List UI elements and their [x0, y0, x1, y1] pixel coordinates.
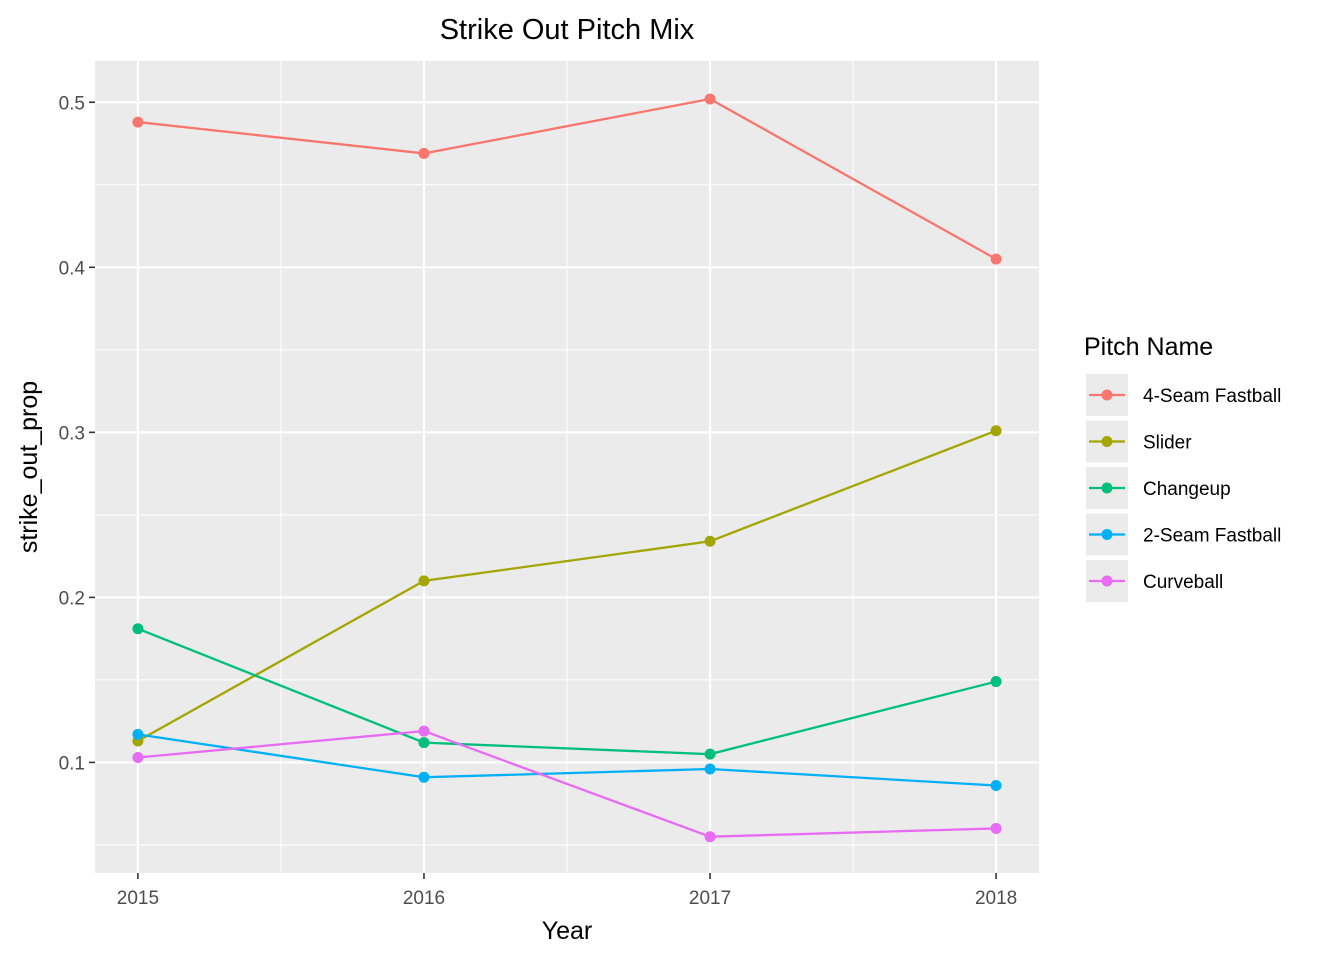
legend: Pitch Name 4-Seam Fastball Slider Changeup… — [1084, 333, 1281, 602]
data-point-changeup — [132, 623, 144, 635]
series-line-slider — [137, 429, 997, 742]
data-point-2-seam-fastball — [132, 728, 144, 740]
legend-point-4-seam-fastball — [1101, 389, 1113, 401]
data-point-slider — [418, 575, 430, 587]
series-line-changeup — [137, 627, 997, 756]
data-point-changeup — [704, 748, 716, 760]
data-point-slider — [990, 425, 1002, 437]
series-line-curveball — [137, 729, 997, 838]
data-point-curveball — [132, 751, 144, 763]
series-line-4-seam-fastball — [137, 97, 997, 261]
data-point-changeup — [990, 676, 1002, 688]
legend-label-2-seam-fastball: 2-Seam Fastball — [1143, 526, 1281, 547]
legend-point-changeup — [1101, 482, 1113, 494]
x-tick-label: 2016 — [403, 888, 445, 909]
legend-point-slider — [1101, 436, 1113, 447]
data-point-4-seam-fastball — [418, 147, 430, 159]
y-tick-label: 0.4 — [59, 258, 86, 279]
data-point-4-seam-fastball — [990, 253, 1002, 265]
data-point-4-seam-fastball — [132, 116, 144, 128]
legend-label-changeup: Changeup — [1143, 479, 1231, 500]
y-tick-label: 0.2 — [59, 588, 85, 609]
chart-title: Strike Out Pitch Mix — [440, 14, 695, 46]
y-tick-label: 0.3 — [59, 423, 85, 444]
data-point-2-seam-fastball — [418, 771, 430, 783]
data-point-changeup — [418, 737, 430, 749]
data-point-curveball — [418, 725, 430, 737]
x-axis: 2015 2016 2017 2018 — [117, 873, 1017, 909]
data-point-slider — [704, 535, 716, 547]
data-point-2-seam-fastball — [704, 763, 716, 775]
series-line-2-seam-fastball — [137, 733, 997, 787]
series-points — [132, 93, 1002, 843]
y-axis-label: strike_out_prop — [15, 381, 43, 553]
major-gridlines — [95, 61, 1039, 873]
x-tick-label: 2015 — [117, 888, 159, 909]
legend-point-2-seam-fastball — [1101, 529, 1113, 540]
y-axis: 0.1 0.2 0.3 0.4 0.5 — [59, 93, 95, 774]
data-point-curveball — [704, 831, 716, 843]
minor-gridlines — [95, 61, 1039, 873]
data-point-2-seam-fastball — [990, 780, 1002, 792]
data-point-curveball — [990, 822, 1002, 834]
series-lines — [137, 97, 997, 838]
legend-items: 4-Seam Fastball Slider Changeup 2-Seam Fast… — [1086, 374, 1281, 602]
x-tick-label: 2018 — [975, 888, 1017, 909]
x-tick-label: 2017 — [689, 888, 731, 909]
x-axis-label: Year — [542, 917, 593, 945]
legend-label-slider: Slider — [1143, 433, 1192, 454]
y-tick-label: 0.5 — [59, 93, 85, 114]
data-point-4-seam-fastball — [704, 93, 716, 105]
legend-label-4-seam-fastball: 4-Seam Fastball — [1143, 386, 1281, 407]
legend-label-curveball: Curveball — [1143, 572, 1223, 593]
legend-title: Pitch Name — [1084, 333, 1213, 361]
y-tick-label: 0.1 — [59, 753, 85, 774]
legend-point-curveball — [1101, 575, 1113, 587]
